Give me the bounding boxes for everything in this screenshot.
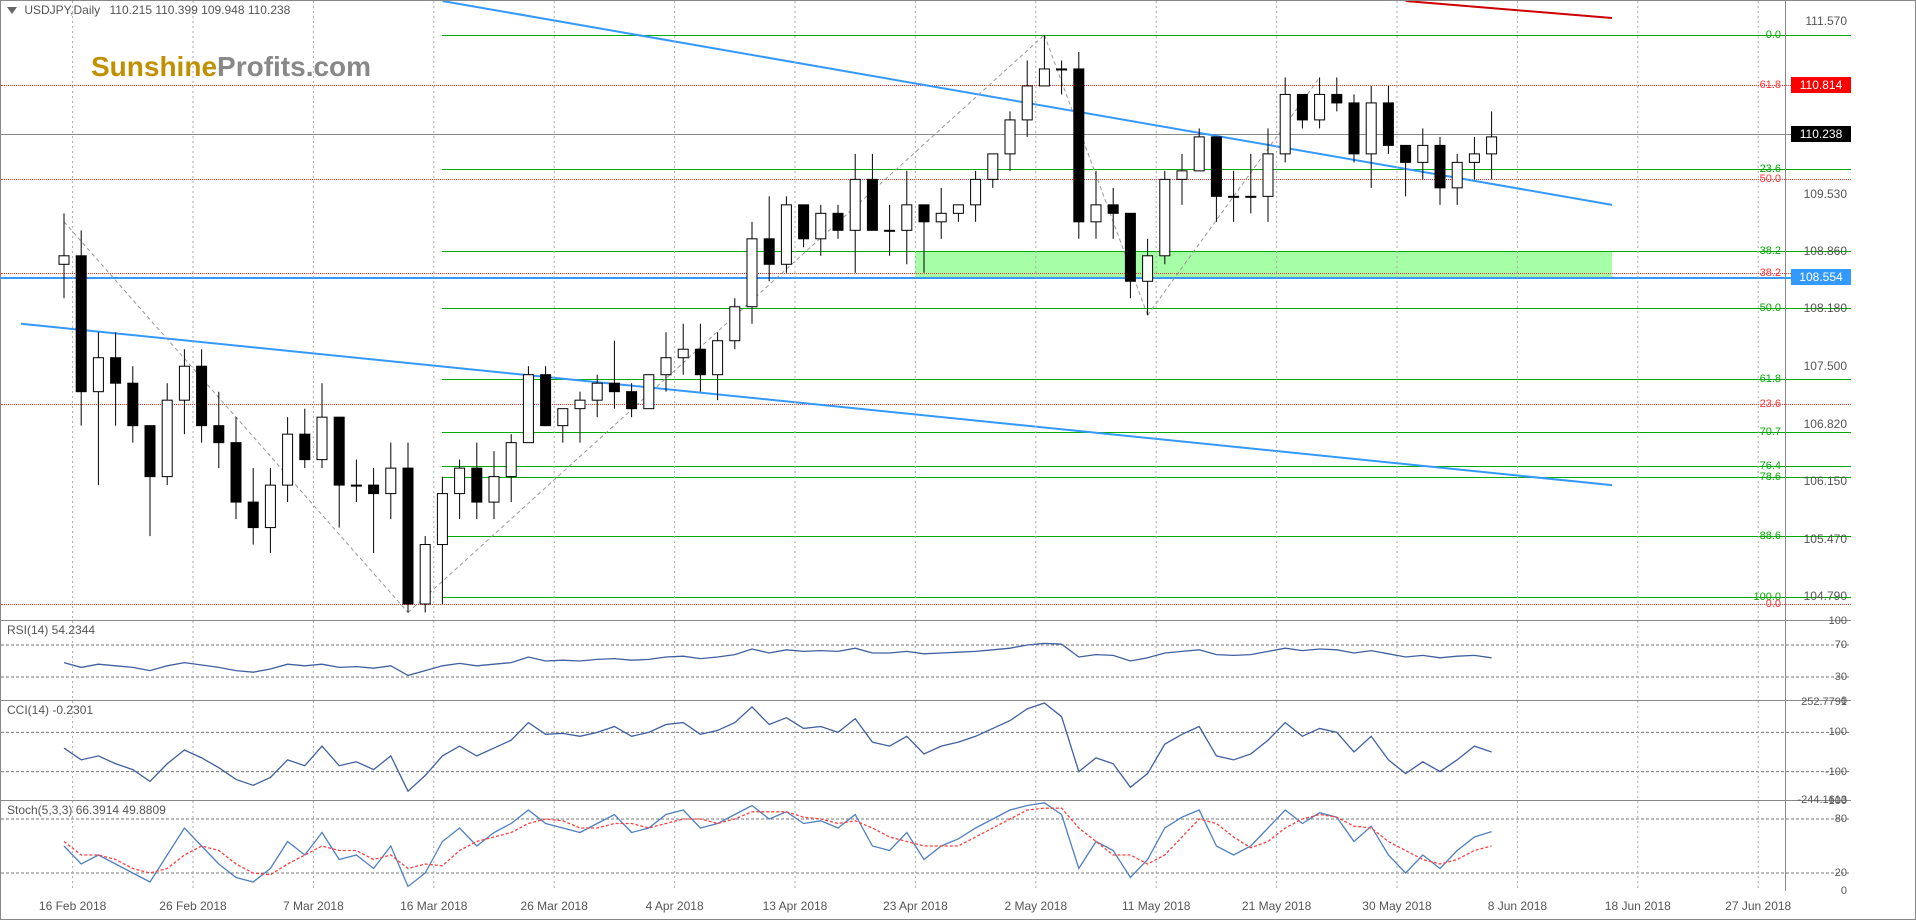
price-box: 110.814 bbox=[1791, 77, 1851, 93]
ytick: 104.790 bbox=[1785, 589, 1851, 603]
xtick: 7 Mar 2018 bbox=[283, 899, 344, 913]
ytick: 105.470 bbox=[1785, 532, 1851, 546]
ind-tick: 30 bbox=[1835, 671, 1847, 683]
ind-tick: 100 bbox=[1829, 795, 1847, 807]
rsi-label: RSI(14) 54.2344 bbox=[7, 623, 95, 637]
xtick: 2 May 2018 bbox=[1004, 899, 1067, 913]
cci-svg bbox=[1, 701, 1851, 801]
ind-tick: 100 bbox=[1829, 726, 1847, 738]
xtick: 16 Mar 2018 bbox=[400, 899, 467, 913]
price-box: 108.554 bbox=[1791, 269, 1851, 285]
watermark-sunshine: Sunshine bbox=[91, 51, 217, 82]
ytick: 107.500 bbox=[1785, 359, 1851, 373]
xtick: 26 Mar 2018 bbox=[520, 899, 587, 913]
ind-tick: 80 bbox=[1835, 813, 1847, 825]
xtick: 8 Jun 2018 bbox=[1488, 899, 1547, 913]
ytick: 111.570 bbox=[1785, 14, 1851, 28]
price-svg bbox=[1, 1, 1851, 621]
watermark-profits: Profits.com bbox=[217, 51, 371, 82]
stoch-svg bbox=[1, 801, 1851, 891]
x-axis: 16 Feb 2018 26 Feb 2018 7 Mar 2018 16 Mar 2… bbox=[1, 889, 1851, 919]
ohlc-text: 110.215 110.399 109.948 110.238 bbox=[110, 3, 291, 17]
symbol-text: USDJPY,Daily bbox=[24, 3, 100, 17]
ind-tick: 20 bbox=[1835, 867, 1847, 879]
ind-tick: -100 bbox=[1825, 766, 1847, 778]
cci-yaxis: 252.7791100-100-244.1613 bbox=[1785, 701, 1851, 801]
xtick: 13 Apr 2018 bbox=[763, 899, 828, 913]
price-box: 110.238 bbox=[1791, 126, 1851, 142]
chevron-down-icon bbox=[7, 7, 17, 14]
xtick: 11 May 2018 bbox=[1122, 899, 1191, 913]
xtick: 26 Feb 2018 bbox=[159, 899, 226, 913]
rsi-yaxis: 10070300 bbox=[1785, 621, 1851, 701]
rsi-svg bbox=[1, 621, 1851, 701]
symbol-label: USDJPY,Daily 110.215 110.399 109.948 110… bbox=[7, 3, 290, 17]
cci-label: CCI(14) -0.2301 bbox=[7, 703, 93, 717]
ind-tick: 252.7791 bbox=[1801, 696, 1847, 708]
stoch-yaxis: 10080200 bbox=[1785, 801, 1851, 891]
rsi-panel: RSI(14) 54.2344 10070300 bbox=[1, 621, 1851, 701]
price-panel: USDJPY,Daily 110.215 110.399 109.948 110… bbox=[1, 1, 1851, 621]
ytick: 108.180 bbox=[1785, 301, 1851, 315]
xtick: 27 Jun 2018 bbox=[1725, 899, 1791, 913]
cci-panel: CCI(14) -0.2301 252.7791100-100-244.1613 bbox=[1, 701, 1851, 801]
stoch-panel: Stoch(5,3,3) 66.3914 49.8809 10080200 bbox=[1, 801, 1851, 891]
chart-container: USDJPY,Daily 110.215 110.399 109.948 110… bbox=[0, 0, 1916, 920]
xtick: 23 Apr 2018 bbox=[883, 899, 948, 913]
stoch-label: Stoch(5,3,3) 66.3914 49.8809 bbox=[7, 803, 166, 817]
ytick: 106.820 bbox=[1785, 417, 1851, 431]
ind-tick: 70 bbox=[1835, 639, 1847, 651]
ytick: 106.150 bbox=[1785, 474, 1851, 488]
price-yaxis: 111.570 110.238 109.530 108.860 108.180 107.5… bbox=[1785, 1, 1851, 621]
xtick: 16 Feb 2018 bbox=[39, 899, 106, 913]
xtick: 4 Apr 2018 bbox=[646, 899, 704, 913]
ind-tick: 100 bbox=[1829, 615, 1847, 627]
xtick: 30 May 2018 bbox=[1362, 899, 1431, 913]
ytick: 108.860 bbox=[1785, 244, 1851, 258]
xtick: 21 May 2018 bbox=[1242, 899, 1311, 913]
watermark: SunshineProfits.com bbox=[91, 51, 371, 83]
ytick: 109.530 bbox=[1785, 187, 1851, 201]
xtick: 18 Jun 2018 bbox=[1605, 899, 1671, 913]
